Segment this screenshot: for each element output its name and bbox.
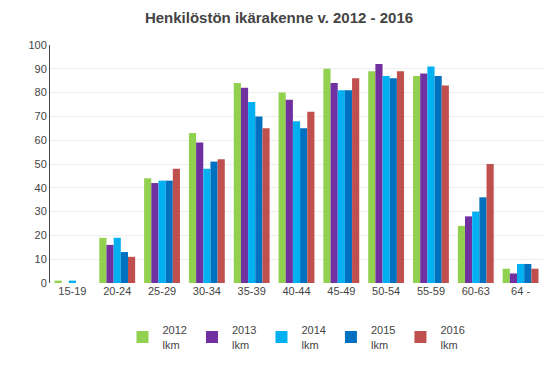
svg-text:60: 60	[35, 134, 47, 146]
svg-text:0: 0	[41, 277, 47, 289]
svg-text:55-59: 55-59	[417, 285, 445, 297]
svg-text:35-39: 35-39	[238, 285, 266, 297]
svg-text:20: 20	[35, 229, 47, 241]
svg-text:20-24: 20-24	[103, 285, 131, 297]
svg-text:30-34: 30-34	[193, 285, 221, 297]
svg-text:15-19: 15-19	[58, 285, 86, 297]
svg-text:50-54: 50-54	[372, 285, 400, 297]
svg-text:2012lkm: 2012lkm	[163, 324, 187, 350]
svg-text:40-44: 40-44	[282, 285, 310, 297]
svg-text:2015lkm: 2015lkm	[371, 324, 395, 350]
svg-text:25-29: 25-29	[148, 285, 176, 297]
svg-text:2013lkm: 2013lkm	[232, 324, 256, 350]
svg-text:60-63: 60-63	[462, 285, 490, 297]
svg-text:90: 90	[35, 63, 47, 75]
svg-text:10: 10	[35, 253, 47, 265]
svg-text:2016lkm: 2016lkm	[440, 324, 464, 350]
svg-text:Henkilöstön ikärakenne v. 2012: Henkilöstön ikärakenne v. 2012 - 2016	[145, 9, 413, 26]
svg-text:40: 40	[35, 182, 47, 194]
svg-text:70: 70	[35, 110, 47, 122]
svg-text:64 -: 64 -	[511, 285, 530, 297]
svg-text:80: 80	[35, 86, 47, 98]
svg-text:30: 30	[35, 205, 47, 217]
svg-text:2014lkm: 2014lkm	[301, 324, 325, 350]
svg-text:50: 50	[35, 158, 47, 170]
svg-text:45-49: 45-49	[327, 285, 355, 297]
svg-text:100: 100	[28, 39, 46, 51]
